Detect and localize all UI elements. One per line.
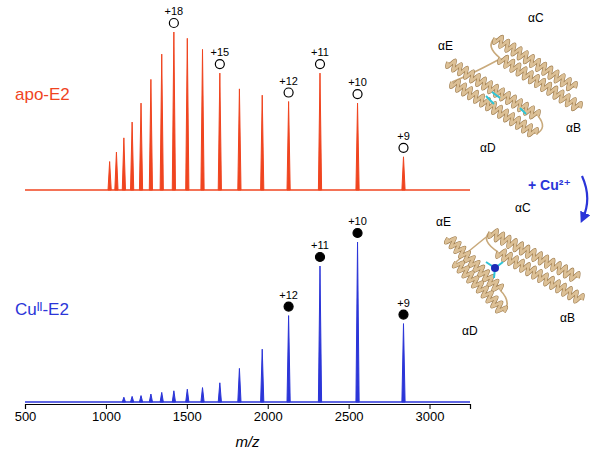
series-name: Cuᴵᴵ-E2 [15,300,69,319]
tick: 1500 [173,404,202,424]
peak [287,316,290,402]
peak [238,368,241,402]
side-chain [520,108,526,114]
peak [318,73,321,190]
helix-label: αE [436,215,451,229]
peak [149,394,152,402]
charge-label: +12 [279,75,298,87]
tick-label: 1000 [92,409,121,424]
helix-label: αD [462,324,478,338]
peak [108,162,111,190]
peak-labels: +12 +11 +10 +9 [279,215,410,319]
peak-marker [215,60,224,69]
peak [160,54,163,190]
peak [318,266,321,402]
charge-label: +18 [165,5,184,17]
peak-marker [315,253,324,262]
helix-label: αC [528,11,544,25]
side-chain [492,92,500,98]
peak [139,103,142,190]
structure [447,37,581,136]
helix-shadow [451,81,537,136]
x-axis: 500 1000 1500 2000 2500 3000 [15,404,471,424]
tick-label: 3000 [416,409,445,424]
tick-label: 2500 [335,409,364,424]
peak-marker [284,88,293,97]
peak [139,396,142,402]
helix-label: αC [515,201,531,215]
peak [356,242,359,402]
side-chain [486,96,494,104]
helix [497,250,583,302]
charge-label: +15 [210,46,229,58]
peak [172,391,175,402]
arrow [582,176,587,218]
tick-label: 1500 [173,409,202,424]
helix [451,81,537,136]
peak-marker [399,143,408,152]
peak-marker [353,90,362,99]
peak [356,103,359,190]
peak [218,73,221,190]
helix-shadow [454,262,507,312]
figure: +18 +15 +12 +11 +10 +9 apo-E2 αE αC αB αD +12 +11 +10… [0,0,592,457]
peak [122,397,125,402]
peak [172,32,175,190]
peak [201,49,204,190]
tick: 3000 [416,404,445,424]
peak [201,388,204,402]
peak [131,122,134,190]
charge-label: +9 [397,297,410,309]
charge-label: +9 [397,130,410,142]
peak-marker [169,19,178,28]
helix [499,57,581,110]
helix-label: αE [438,39,453,53]
peak-marker [284,302,293,311]
series-name: apo-E2 [15,85,70,104]
peak [218,383,221,402]
peak [149,79,152,190]
peak [131,396,134,402]
peak [115,152,118,190]
peak [160,392,163,402]
charge-label: +12 [279,289,298,301]
peak-marker [353,229,362,238]
plot-area [25,242,470,402]
charge-label: +11 [311,239,329,251]
peak-marker [315,60,324,69]
peak [186,38,189,190]
charge-label: +10 [348,76,367,88]
peak-marker [399,310,408,319]
peak [261,95,264,190]
plot-area [25,32,470,190]
tick-label: 500 [15,409,37,424]
charge-label: +10 [348,215,367,227]
arrow-label: + Cu²⁺ [528,177,571,193]
peak [122,138,125,190]
peak [186,389,189,402]
helix-shadow [499,57,581,110]
structure [446,176,588,312]
peak [287,102,290,190]
peak [261,349,264,402]
tick-label: 2000 [254,409,283,424]
peak [402,324,405,402]
x-axis-title: m/z [235,433,260,450]
helix-label: αB [560,311,575,325]
tick: 2500 [335,404,364,424]
helix-label: αD [480,141,496,155]
helix-shadow [497,250,583,302]
peak-labels: +18 +15 +12 +11 +10 +9 [165,5,410,152]
peak [238,89,241,190]
tick: 500 [15,404,37,424]
tick: 1000 [92,404,121,424]
helix [454,262,507,312]
peak [402,157,405,190]
charge-label: +11 [311,46,329,58]
copper-ion [491,264,499,272]
tick: 2000 [254,404,283,424]
helix-label: αB [566,121,581,135]
